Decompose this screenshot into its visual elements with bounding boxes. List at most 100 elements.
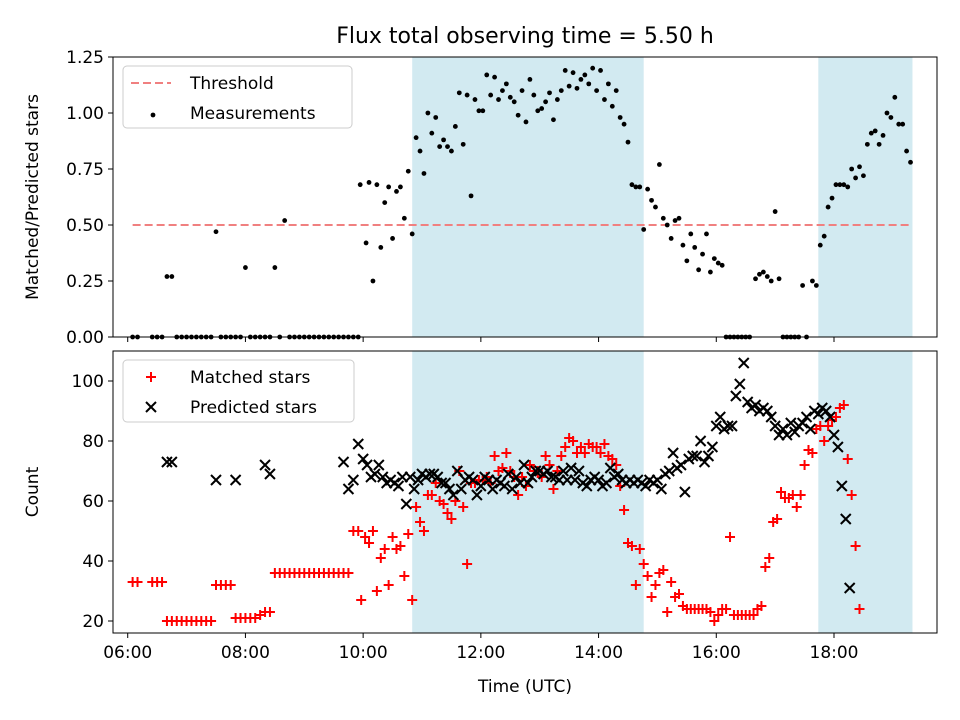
predicted-star-point — [522, 477, 534, 489]
predicted-star-point — [569, 474, 581, 486]
predicted-star-point — [651, 474, 664, 486]
measurement-point — [688, 231, 694, 237]
predicted-star-point — [639, 480, 652, 492]
predicted-star-point — [710, 420, 722, 432]
matched-star-point — [854, 604, 865, 614]
measurement-point — [511, 99, 517, 105]
measurement-point — [429, 130, 435, 136]
matched-star-point — [725, 532, 736, 542]
predicted-star-point — [404, 471, 416, 483]
predicted-star-point — [408, 483, 420, 495]
measurement-point — [613, 88, 619, 93]
predicted-star-point — [738, 357, 750, 369]
measurement-point — [810, 278, 815, 284]
matched-star-point — [791, 502, 802, 512]
measurement-point — [449, 148, 454, 154]
measurement-point — [904, 148, 909, 154]
measurement-point — [515, 112, 521, 118]
bottom-y-axis-label: Count — [23, 466, 43, 517]
measurement-point — [868, 130, 874, 136]
measurement-point — [433, 115, 439, 120]
measurement-point — [704, 231, 709, 237]
legend-box — [122, 65, 353, 129]
matched-star-point — [772, 514, 783, 524]
measurement-point — [582, 72, 588, 78]
matched-star-point — [513, 490, 524, 500]
chart-title: Flux total observing time = 5.50 h — [336, 24, 714, 49]
predicted-star-point — [843, 582, 856, 594]
bottom-y-tick-label: 80 — [82, 432, 104, 452]
measurement-point — [764, 274, 770, 279]
predicted-star-point — [357, 453, 369, 465]
measurement-point — [719, 262, 725, 268]
measurement-point — [633, 184, 639, 190]
measurement-point — [554, 97, 560, 102]
measurement-point — [476, 108, 482, 114]
measurement-point — [539, 106, 545, 111]
predicted-star-point — [471, 489, 483, 501]
top-y-tick-label: 1.00 — [66, 104, 104, 124]
matched-star-point — [666, 577, 677, 587]
predicted-star-point — [161, 456, 173, 468]
measurement-point — [394, 189, 399, 194]
measurement-point — [708, 269, 713, 275]
predicted-star-point — [592, 474, 605, 486]
predicted-star-point — [726, 420, 738, 432]
predicted-star-point — [612, 468, 624, 480]
measurement-point — [660, 215, 666, 221]
matched-star-point — [705, 607, 716, 617]
matched-star-point — [395, 541, 406, 551]
measurement-point — [374, 182, 380, 188]
matched-star-point — [626, 541, 637, 551]
top-y-tick-label: 0.25 — [66, 272, 104, 292]
matched-star-point — [415, 517, 426, 527]
measurement-point — [523, 119, 529, 125]
top-panel: 0.00 0.25 0.50 0.75 1.00 1.25 Threshold Measure… — [66, 48, 938, 348]
matched-star-point — [599, 439, 610, 449]
matched-star-point — [607, 454, 618, 464]
predicted-star-point — [229, 474, 242, 486]
matched-star-point — [748, 610, 759, 620]
predicted-star-point — [812, 408, 825, 420]
matched-star-point — [630, 580, 641, 590]
measurement-point — [363, 240, 369, 246]
predicted-star-point — [722, 420, 734, 432]
predicted-star-point — [486, 483, 499, 495]
measurement-point — [570, 70, 576, 76]
matched-star-point — [446, 514, 457, 524]
matched-star-point — [225, 580, 236, 590]
bottom-plot-frame — [112, 350, 938, 634]
measurement-point — [409, 231, 415, 237]
matched-star-point — [756, 601, 767, 611]
bottom-x-axis-label: Time (UTC) — [477, 677, 572, 697]
predicted-star-point — [781, 429, 793, 441]
measurement-point — [813, 283, 819, 288]
measurement-point — [366, 180, 372, 185]
predicted-star-point — [714, 411, 726, 423]
predicted-star-point — [706, 441, 719, 453]
measurement-point — [386, 184, 392, 190]
measurement-point — [609, 103, 615, 109]
predicted-star-point — [655, 483, 668, 495]
top-plot-frame — [112, 56, 938, 338]
x-tick-label: 10:00 — [339, 643, 388, 663]
predicted-star-point — [361, 459, 373, 471]
predicted-star-point — [687, 450, 699, 462]
top-legend: Threshold Measurements — [122, 65, 353, 129]
matched-star-point — [462, 559, 473, 569]
measurement-point — [861, 173, 866, 179]
measurement-point — [853, 175, 858, 181]
measurement-point — [829, 195, 835, 201]
measurement-point — [672, 218, 678, 223]
predicted-star-point — [604, 462, 617, 474]
predicted-star-point — [475, 480, 487, 492]
measurement-point — [590, 65, 596, 71]
measurement-point — [574, 85, 580, 91]
matched-star-point — [556, 451, 567, 461]
matched-star-point — [360, 532, 371, 542]
predicted-star-point — [352, 438, 364, 450]
matched-star-point — [638, 559, 649, 569]
predicted-star-point — [675, 459, 687, 471]
matched-star-point — [548, 484, 559, 494]
matched-star-point — [634, 544, 645, 554]
